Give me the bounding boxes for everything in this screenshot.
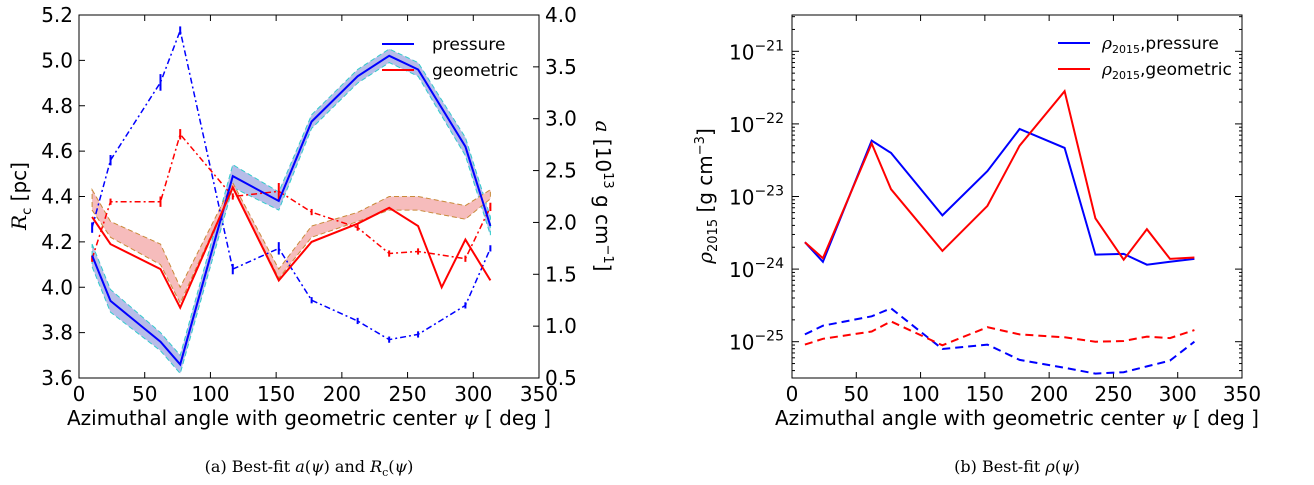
panel-b-caption: (b) Best-fit ρ(ψ) [954,457,1080,476]
panel-a-bands [91,48,491,375]
panel-a-left-tick-label: 4.2 [41,230,73,254]
panel-b-x-tick-label: 0 [786,382,799,406]
panel-a-x-tick-label: 50 [132,382,157,406]
rho-geometric-dashed-line [804,320,1195,347]
panel-a-right-tick-label: 2.5 [545,159,577,183]
panel-b-x-tick-label: 250 [1094,382,1132,406]
panel-a-left-tick-label: 5.0 [41,48,73,72]
panel-a-left-tick-label: 3.6 [41,366,73,390]
panel-a-right-tick-label: 3.5 [545,55,577,79]
pressure-a-dashdot-line [91,27,492,341]
panel-a-x-tick-label: 250 [388,382,426,406]
panel-a-left-axis-label: Rc [pc] [7,162,35,231]
panel-b-x-tick-label: 200 [1030,382,1068,406]
panel-a-x-axis-label: Azimuthal angle with geometric center ψ … [67,406,551,430]
pressure-rc-line [91,54,492,367]
panel-a-left-tick-label: 5.2 [41,3,73,27]
panel-a-x-tick-label: 0 [73,382,86,406]
panel-a-left-tick-label: 4.6 [41,139,73,163]
panel-a-right-tick-label: 1.5 [545,262,577,286]
rho-geometric-solid-line [804,89,1195,262]
geometric-rc-line [91,185,492,311]
geometric-a-dashdot-line [91,132,492,260]
panel-a-series [91,26,492,367]
panel-b-x-axis-label: Azimuthal angle with geometric center ψ … [775,406,1259,430]
panel-a-frame [78,14,540,379]
panel-a-left-tick-label: 3.8 [41,321,73,345]
legend-pressure-label: pressure [432,35,505,55]
panel-a-x-tick-label: 350 [520,382,558,406]
panel-b-y-tick-label: 10−21 [729,38,784,64]
panel-a-caption: (a) Best-fit a(ψ) and Rc(ψ) [205,457,414,479]
panel-a-right-tick-label: 2.0 [545,210,577,234]
rho-pressure-solid-line [804,127,1195,266]
panel-b-x-tick-label: 150 [966,382,1004,406]
panel-a-left-tick-label: 4.8 [41,94,73,118]
panel-a-right-tick-label: 3.0 [545,107,577,131]
panel-b-x-tick-label: 50 [844,382,869,406]
panel-b-x-tick-label: 300 [1159,382,1197,406]
panel-a-legend: pressure geometric [382,35,518,81]
panel-a-ticks: 0 50 100 150 200 250 300 350 3.6 3.8 4.0 4.2 4.4 4.6 4… [41,3,577,406]
panel-a-x-tick-label: 300 [454,382,492,406]
panel-b-y-axis-label: ρ2015 [g cm−3] [693,128,721,265]
panel-b-y-tick-label: 10−24 [729,256,784,282]
legend-geometric-label: geometric [432,61,518,81]
panel-b-frame [791,14,1243,379]
panel-a-x-tick-label: 100 [191,382,229,406]
panel-a-right-axis-label: a [1013 g cm−1] [591,121,615,272]
panel-b-y-tick-label: 10−23 [729,184,784,210]
panel-a-chart: 0 50 100 150 200 250 300 350 3.6 3.8 4.0 4.2 4.4 4.6 4… [7,3,615,479]
panel-b-series [804,89,1196,375]
panel-b-y-tick-label: 10−22 [729,111,784,137]
legend-rho-geometric-label: ρ2015,geometric [1101,60,1232,82]
panel-a-right-tick-label: 4.0 [545,3,577,27]
geometric-confidence-band [91,181,491,305]
panel-a-right-tick-label: 1.0 [545,314,577,338]
panel-b-chart: 0 50 100 150 200 250 300 350 10−25 10−24 10−23 10−2… [693,14,1261,476]
panel-a-left-tick-label: 4.4 [41,185,73,209]
panel-a-right-tick-label: 0.5 [545,366,577,390]
pressure-confidence-band [91,48,491,375]
panel-a-x-tick-label: 200 [323,382,361,406]
panel-b-x-tick-label: 100 [901,382,939,406]
panel-b-y-tick-label: 10−25 [729,329,784,355]
legend-rho-pressure-label: ρ2015,pressure [1101,34,1219,56]
panel-b-x-tick-label: 350 [1223,382,1261,406]
panel-a-x-tick-label: 150 [257,382,295,406]
rho-pressure-dashed-line [804,307,1196,375]
panel-a-left-tick-label: 4.0 [41,275,73,299]
panel-b-legend: ρ2015,pressure ρ2015,geometric [1058,34,1232,82]
